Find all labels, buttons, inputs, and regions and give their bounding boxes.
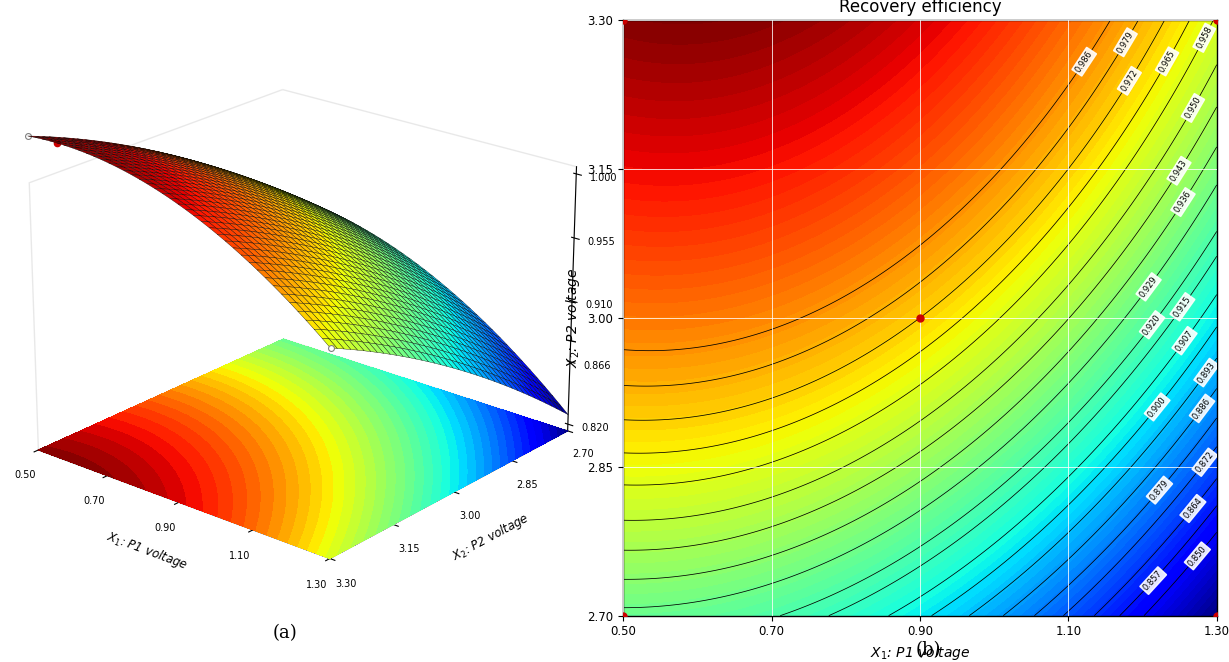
Text: 0.879: 0.879 (1148, 478, 1171, 502)
Y-axis label: $X_2$: P2 voltage: $X_2$: P2 voltage (564, 267, 581, 368)
Text: 0.907: 0.907 (1174, 328, 1195, 353)
Text: 0.943: 0.943 (1169, 158, 1190, 183)
X-axis label: $X_1$: P1 voltage: $X_1$: P1 voltage (104, 528, 190, 573)
Text: 0.857: 0.857 (1142, 569, 1165, 592)
Text: 0.850: 0.850 (1186, 544, 1208, 568)
Text: 0.886: 0.886 (1191, 396, 1213, 421)
Text: 0.958: 0.958 (1195, 25, 1214, 50)
Text: 0.872: 0.872 (1193, 450, 1215, 475)
Text: 0.972: 0.972 (1120, 68, 1139, 93)
X-axis label: $X_1$: P1 voltage: $X_1$: P1 voltage (870, 644, 970, 662)
Text: 0.979: 0.979 (1116, 30, 1136, 55)
Y-axis label: $X_2$: P2 voltage: $X_2$: P2 voltage (450, 510, 532, 565)
Text: 0.986: 0.986 (1074, 49, 1095, 74)
Title: Recovery efficiency: Recovery efficiency (838, 0, 1002, 15)
Text: 0.893: 0.893 (1196, 360, 1217, 385)
Text: 0.965: 0.965 (1158, 49, 1177, 74)
Text: (b): (b) (916, 641, 940, 659)
Text: (a): (a) (273, 624, 297, 642)
Text: 0.950: 0.950 (1184, 95, 1203, 120)
Text: 0.920: 0.920 (1142, 312, 1163, 337)
Text: 0.915: 0.915 (1172, 295, 1193, 319)
Text: 0.936: 0.936 (1172, 189, 1193, 214)
Text: 0.900: 0.900 (1147, 395, 1168, 419)
Text: 0.864: 0.864 (1182, 496, 1204, 520)
Text: 0.929: 0.929 (1138, 275, 1159, 299)
